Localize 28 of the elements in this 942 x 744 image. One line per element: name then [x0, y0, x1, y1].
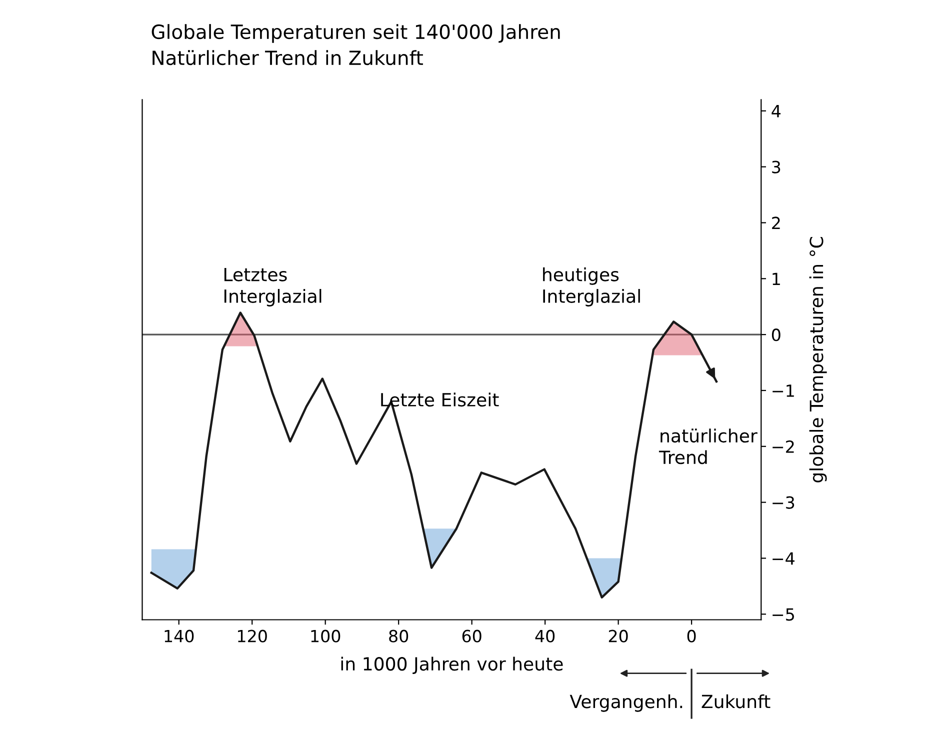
x-tick-label: 120	[238, 630, 267, 642]
text: Vergangenh.	[570, 694, 682, 712]
x-tick-label: 0	[687, 630, 696, 642]
y-tick-label: −3	[772, 496, 794, 509]
x-tick-label: 80	[389, 630, 408, 642]
annotation: heutiges Interglazial	[543, 267, 640, 306]
text: Zukunft	[702, 694, 770, 708]
chart-title: Globale Temperaturen seit 140'000 Jahren	[152, 24, 560, 43]
y-tick-label: 3	[772, 160, 780, 174]
x-axis-title: in 1000 Jahren vor heute	[341, 656, 563, 674]
y-tick-label: −4	[772, 552, 794, 565]
annotation: Letzte Eiszeit	[381, 392, 499, 407]
x-tick-label: 20	[608, 630, 628, 642]
y-tick-label: 1	[772, 272, 780, 285]
y-tick-label: −1	[772, 384, 794, 397]
y-axis-title: globale Temperaturen in °C	[809, 237, 827, 482]
annotation: natürlicher Trend	[658, 428, 758, 464]
annotation: Letztes Interglazial	[224, 268, 322, 306]
chart-subtitle: Natürlicher Trend in Zukunft	[152, 50, 423, 66]
x-tick-label: 140	[164, 630, 194, 642]
y-tick-label: −2	[772, 440, 794, 453]
y-tick-label: 2	[772, 216, 780, 230]
y-tick-label: 4	[772, 105, 781, 118]
x-tick-label: 100	[311, 630, 340, 642]
x-tick-label: 40	[535, 630, 555, 642]
y-tick-label: −5	[772, 608, 794, 621]
x-tick-label: 60	[462, 630, 482, 642]
y-tick-label: 0	[772, 328, 780, 342]
